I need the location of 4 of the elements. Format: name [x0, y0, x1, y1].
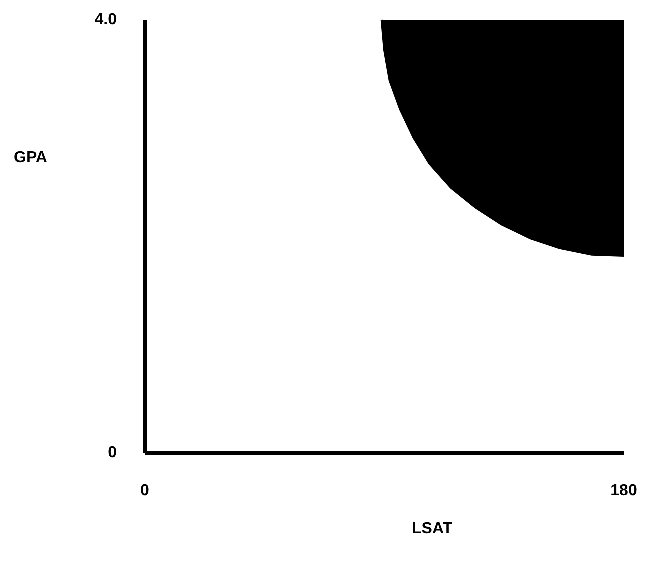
x-tick-label: 180: [610, 482, 638, 500]
y-tick-label: 4.0: [94, 12, 118, 28]
x-axis-title: LSAT: [412, 520, 453, 538]
y-axis-title: GPA: [14, 150, 48, 166]
